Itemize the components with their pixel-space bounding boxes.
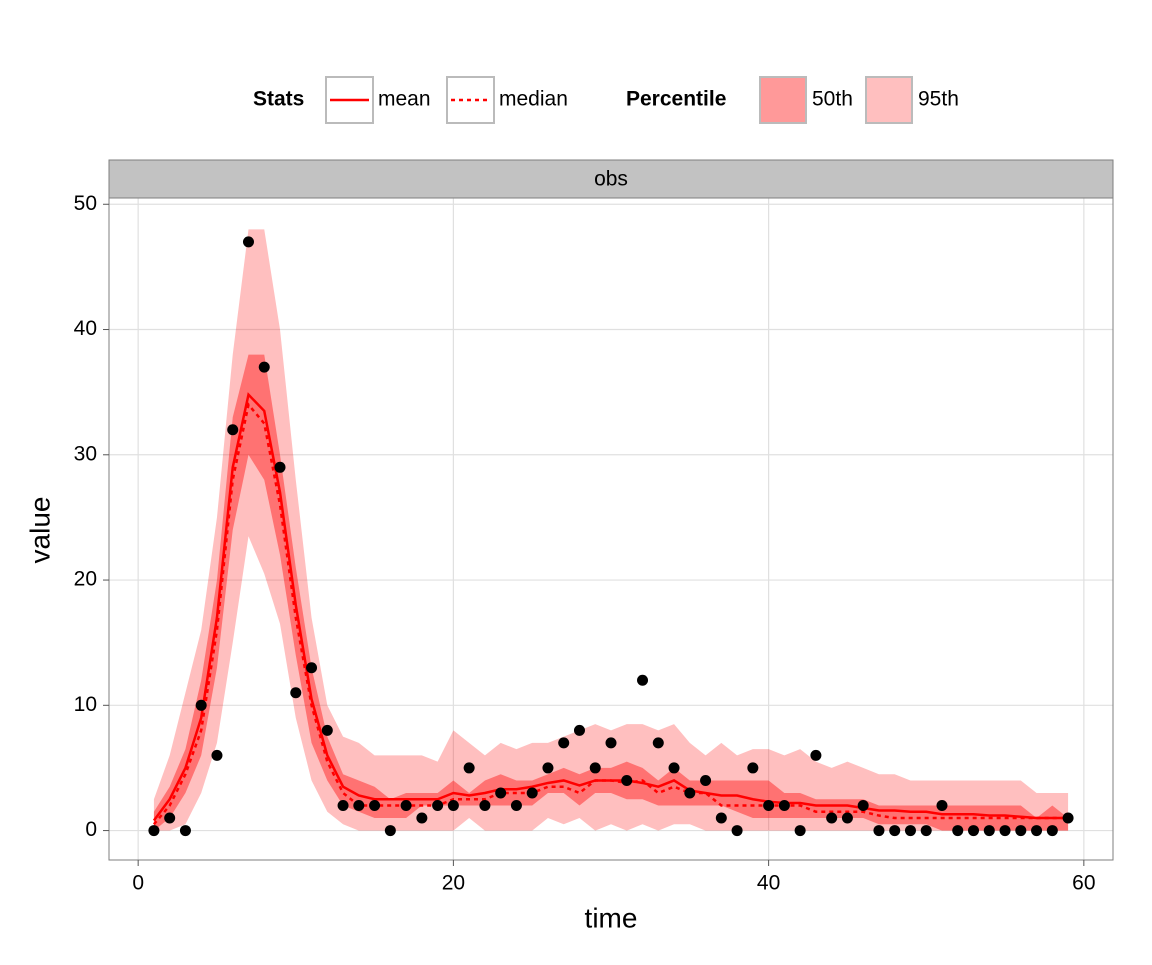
y-tick-label: 40: [74, 317, 97, 340]
obs-point: [637, 674, 649, 686]
obs-point: [526, 787, 538, 799]
obs-point: [1015, 825, 1027, 837]
obs-point: [652, 737, 664, 749]
obs-point: [983, 825, 995, 837]
obs-point: [400, 800, 412, 812]
obs-point: [337, 800, 349, 812]
obs-point: [936, 800, 948, 812]
obs-point: [857, 800, 869, 812]
strip-label: obs: [594, 168, 628, 191]
obs-point: [573, 724, 585, 736]
obs-point: [369, 800, 381, 812]
y-tick-label: 50: [74, 192, 97, 215]
grid: [109, 198, 1113, 860]
obs-point: [715, 812, 727, 824]
obs-point: [211, 749, 223, 761]
obs-point: [889, 825, 901, 837]
obs-point: [1046, 825, 1058, 837]
obs-point: [952, 825, 964, 837]
obs-point: [353, 800, 365, 812]
legend-key: [866, 77, 912, 123]
x-tick-label: 20: [442, 872, 465, 895]
obs-point: [605, 737, 617, 749]
percentile-band: [153, 354, 1069, 831]
obs-point: [621, 774, 633, 786]
obs-point: [684, 787, 696, 799]
obs-point: [447, 800, 459, 812]
obs-point: [416, 812, 428, 824]
legend-title: Stats: [253, 88, 304, 111]
legend-label: mean: [378, 88, 431, 111]
obs-point: [479, 800, 491, 812]
legend-key: [760, 77, 806, 123]
obs-point: [999, 825, 1011, 837]
obs-point: [542, 762, 554, 774]
legend-label: 50th: [812, 88, 853, 111]
obs-point: [510, 800, 522, 812]
obs-point: [164, 812, 176, 824]
obs-point: [968, 825, 980, 837]
obs-point: [290, 687, 302, 699]
obs-point: [794, 825, 806, 837]
legend-label: 95th: [918, 88, 959, 111]
legend-swatch: [759, 76, 807, 124]
obs-point: [731, 825, 743, 837]
axes: 0 20 40 60 0 10 20 30 40 50: [74, 192, 1096, 895]
obs-point: [904, 825, 916, 837]
obs-point: [227, 424, 239, 436]
obs-point: [700, 774, 712, 786]
legend-label: median: [499, 88, 568, 111]
legend-swatch: [865, 76, 913, 124]
obs-point: [148, 825, 160, 837]
strip: [108, 159, 1114, 199]
obs-point: [558, 737, 570, 749]
x-axis-title: time: [585, 902, 638, 933]
x-tick-label: 0: [132, 872, 144, 895]
obs-point: [810, 749, 822, 761]
obs-point: [873, 825, 885, 837]
obs-point: [432, 800, 444, 812]
y-tick-label: 20: [74, 568, 97, 591]
obs-point: [195, 699, 207, 711]
plot-area: [148, 229, 1074, 837]
y-tick-label: 30: [74, 442, 97, 465]
panel-border: [108, 197, 1114, 861]
obs-point: [384, 825, 396, 837]
x-tick-label: 40: [757, 872, 780, 895]
stat-line: [152, 401, 1069, 826]
obs-point: [274, 461, 286, 473]
obs-point: [242, 236, 254, 248]
panel: [109, 198, 1113, 860]
obs-point: [763, 800, 775, 812]
y-axis-title: value: [24, 497, 55, 564]
obs-point: [258, 361, 270, 373]
obs-point: [668, 762, 680, 774]
obs-point: [495, 787, 507, 799]
y-tick-label: 0: [85, 818, 97, 841]
obs-point: [179, 825, 191, 837]
legend: Stats mean median Percentile 50th 95th: [253, 76, 959, 124]
obs-point: [306, 662, 318, 674]
percentile-band: [153, 229, 1069, 831]
obs-point: [778, 800, 790, 812]
obs-point: [1031, 825, 1043, 837]
obs-point: [841, 812, 853, 824]
obs-point: [1062, 812, 1074, 824]
x-tick-label: 60: [1072, 872, 1095, 895]
obs-point: [747, 762, 759, 774]
y-tick-label: 10: [74, 693, 97, 716]
obs-point: [920, 825, 932, 837]
obs-point: [826, 812, 838, 824]
legend-title: Percentile: [626, 88, 726, 111]
obs-point: [589, 762, 601, 774]
obs-point: [321, 724, 333, 736]
obs-point: [463, 762, 475, 774]
